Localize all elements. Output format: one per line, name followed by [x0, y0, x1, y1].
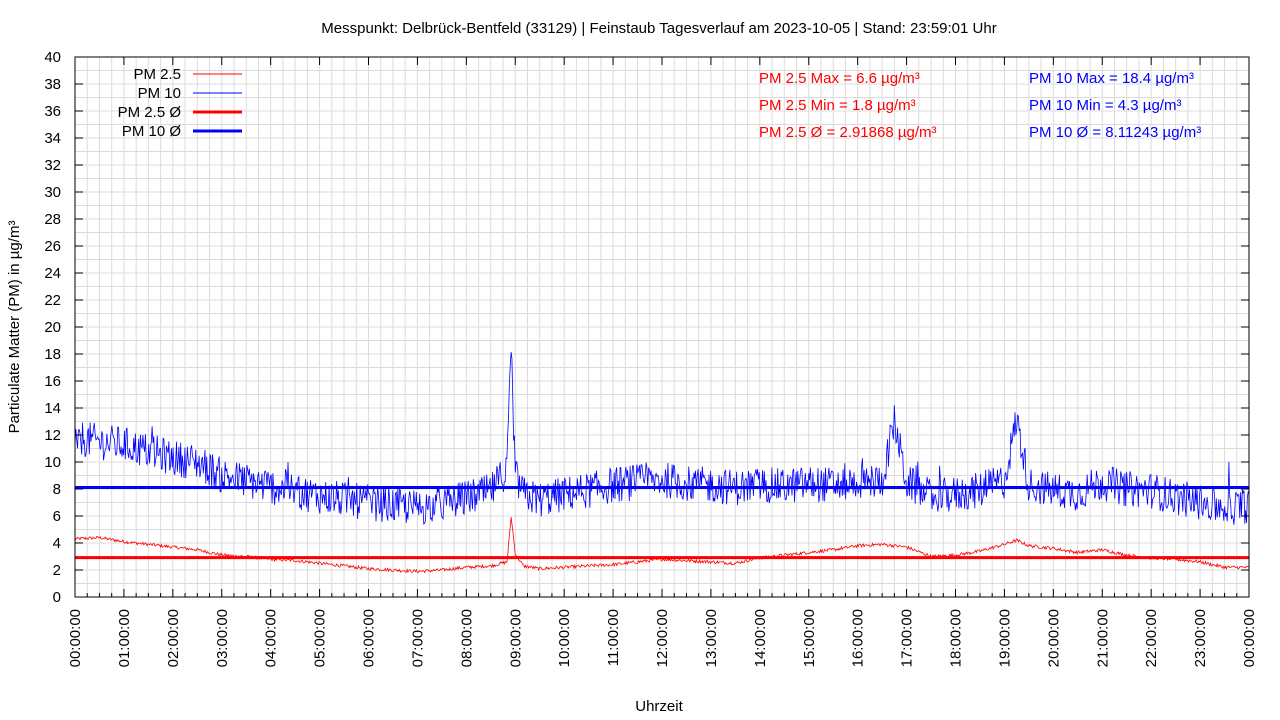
x-tick-label: 19:00:00 [996, 609, 1013, 667]
x-tick-label: 14:00:00 [752, 609, 769, 667]
x-tick-label: 21:00:00 [1094, 609, 1111, 667]
y-tick-label: 40 [44, 49, 61, 66]
x-tick-label: 03:00:00 [214, 609, 231, 667]
y-tick-label: 8 [53, 481, 61, 498]
series-layer [74, 351, 1250, 574]
x-tick-label: 12:00:00 [654, 609, 671, 667]
x-tick-label: 23:00:00 [1192, 609, 1209, 667]
x-tick-label: 09:00:00 [507, 609, 524, 667]
x-tick-labels: 00:00:00 01:00:00 02:00:00 03:00:00 04:00:00… [67, 609, 1258, 667]
y-tick-label: 0 [53, 589, 61, 606]
legend-label: PM 10 Ø [122, 123, 182, 140]
x-tick-label: 06:00:00 [361, 609, 378, 667]
annotation-pm10-max: PM 10 Max = 18.4 µg/m³ [1029, 70, 1194, 87]
x-tick-label: 08:00:00 [458, 609, 475, 667]
legend-label: PM 2.5 Ø [118, 104, 182, 121]
x-tick-label: 15:00:00 [801, 609, 818, 667]
x-tick-label: 07:00:00 [409, 609, 426, 667]
y-tick-label: 20 [44, 319, 61, 336]
annotation-pm10-avg: PM 10 Ø = 8.11243 µg/m³ [1029, 124, 1201, 141]
x-tick-label: 18:00:00 [948, 609, 965, 667]
y-tick-label: 22 [44, 292, 61, 309]
chart-title: Messpunkt: Delbrück-Bentfeld (33129) | F… [321, 20, 996, 37]
legend: PM 2.5 PM 10 PM 2.5 Ø PM 10 Ø [118, 66, 242, 140]
y-tick-label: 30 [44, 184, 61, 201]
x-tick-label: 10:00:00 [556, 609, 573, 667]
y-tick-label: 14 [44, 400, 61, 417]
annotation-pm25-avg: PM 2.5 Ø = 2.91868 µg/m³ [759, 124, 936, 141]
legend-label: PM 10 [138, 85, 181, 102]
x-tick-label: 02:00:00 [165, 609, 182, 667]
y-tick-label: 38 [44, 76, 61, 93]
x-tick-label: 20:00:00 [1045, 609, 1062, 667]
ticks [74, 56, 1250, 598]
x-tick-label: 13:00:00 [703, 609, 720, 667]
x-axis-label: Uhrzeit [635, 698, 683, 715]
y-tick-label: 16 [44, 373, 61, 390]
series-line [74, 351, 1250, 525]
y-tick-label: 32 [44, 157, 61, 174]
y-tick-label: 2 [53, 562, 61, 579]
y-tick-label: 4 [53, 535, 61, 552]
y-axis-label: Particulate Matter (PM) in µg/m³ [6, 221, 23, 434]
x-tick-label: 11:00:00 [605, 609, 622, 666]
y-tick-label: 10 [44, 454, 61, 471]
annotation-pm25-max: PM 2.5 Max = 6.6 µg/m³ [759, 70, 920, 87]
legend-label: PM 2.5 [133, 66, 181, 83]
y-tick-label: 12 [44, 427, 61, 444]
y-tick-label: 28 [44, 211, 61, 228]
x-tick-label: 00:00:00 [67, 609, 84, 667]
annotation-pm10-min: PM 10 Min = 4.3 µg/m³ [1029, 97, 1181, 114]
x-tick-label: 05:00:00 [312, 609, 329, 667]
y-tick-label: 24 [44, 265, 61, 282]
y-tick-label: 18 [44, 346, 61, 363]
x-tick-label: 00:00:00 [1241, 609, 1258, 667]
x-tick-label: 04:00:00 [263, 609, 280, 667]
x-tick-label: 22:00:00 [1143, 609, 1160, 667]
y-tick-label: 36 [44, 103, 61, 120]
x-tick-label: 01:00:00 [116, 609, 133, 667]
y-tick-label: 34 [44, 130, 61, 147]
y-tick-label: 6 [53, 508, 61, 525]
x-tick-label: 16:00:00 [850, 609, 867, 667]
x-tick-label: 17:00:00 [899, 609, 916, 667]
annotation-pm25-min: PM 2.5 Min = 1.8 µg/m³ [759, 97, 916, 114]
y-tick-label: 26 [44, 238, 61, 255]
